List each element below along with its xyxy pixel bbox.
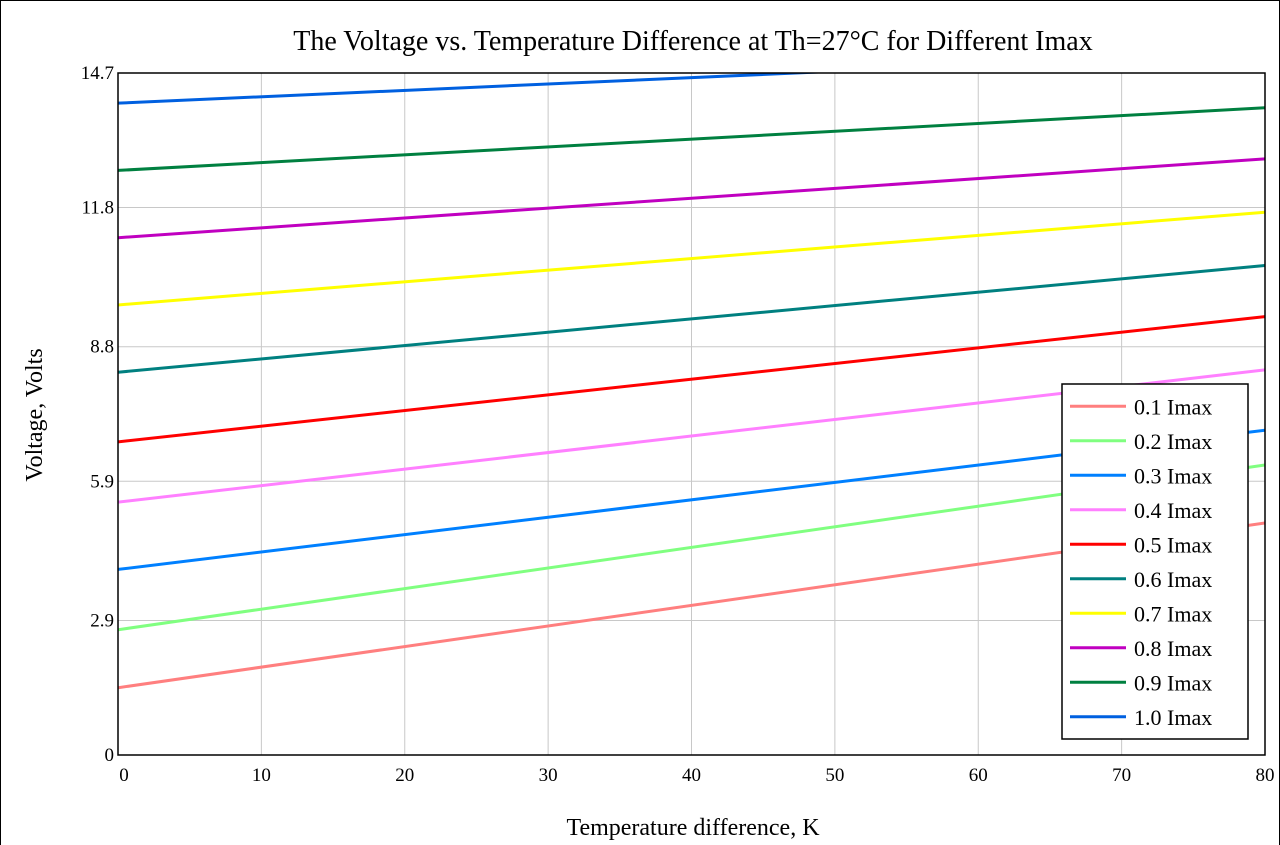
- plot-border: [117, 72, 1266, 756]
- series-line-5: [118, 315, 1265, 444]
- series-line-10: [118, 73, 830, 105]
- legend-label: 0.2 Imax: [1134, 429, 1212, 454]
- y-tick-label: 8.8: [90, 337, 114, 358]
- y-tick-labels: 0 2.9 5.9 8.8 11.8 14.7: [81, 63, 114, 766]
- legend-label: 0.7 Imax: [1134, 601, 1212, 626]
- y-axis-label: Voltage, Volts: [22, 348, 48, 481]
- x-tick-label: 30: [539, 765, 558, 786]
- x-tick-label: 60: [969, 765, 988, 786]
- chart-title: The Voltage vs. Temperature Difference a…: [293, 26, 1092, 57]
- legend-label: 1.0 Imax: [1134, 705, 1212, 730]
- legend-box: [1061, 383, 1249, 740]
- legend-label: 0.5 Imax: [1134, 532, 1212, 557]
- y-tick-label: 0: [105, 745, 115, 766]
- x-tick-label: 10: [252, 765, 271, 786]
- x-tick-label: 80: [1256, 765, 1275, 786]
- series-line-7: [118, 210, 1265, 307]
- legend-label: 0.9 Imax: [1134, 670, 1212, 695]
- legend-label: 0.4 Imax: [1134, 498, 1212, 523]
- x-tick-labels: 0 10 20 30 40 50 60 70 80: [119, 765, 1274, 786]
- legend: 0.1 Imax 0.2 Imax 0.3 Imax 0.4 Imax 0.5 Imax…: [1061, 383, 1249, 740]
- y-tick-label: 11.8: [81, 198, 114, 219]
- x-axis-label: Temperature difference, K: [566, 815, 820, 841]
- x-tick-label: 40: [682, 765, 701, 786]
- legend-label: 0.3 Imax: [1134, 463, 1212, 488]
- legend-label: 0.8 Imax: [1134, 636, 1212, 661]
- legend-label: 0.1 Imax: [1134, 394, 1212, 419]
- series-line-9: [118, 106, 1265, 172]
- series-line-6: [118, 264, 1265, 374]
- x-tick-label: 20: [395, 765, 414, 786]
- y-tick-label: 2.9: [90, 610, 114, 631]
- x-tick-label: 0: [119, 765, 129, 786]
- x-tick-label: 50: [825, 765, 844, 786]
- y-tick-label: 5.9: [90, 471, 114, 492]
- x-tick-label: 70: [1112, 765, 1131, 786]
- y-tick-label: 14.7: [81, 63, 114, 84]
- series-line-8: [118, 157, 1265, 240]
- legend-label: 0.6 Imax: [1134, 567, 1212, 592]
